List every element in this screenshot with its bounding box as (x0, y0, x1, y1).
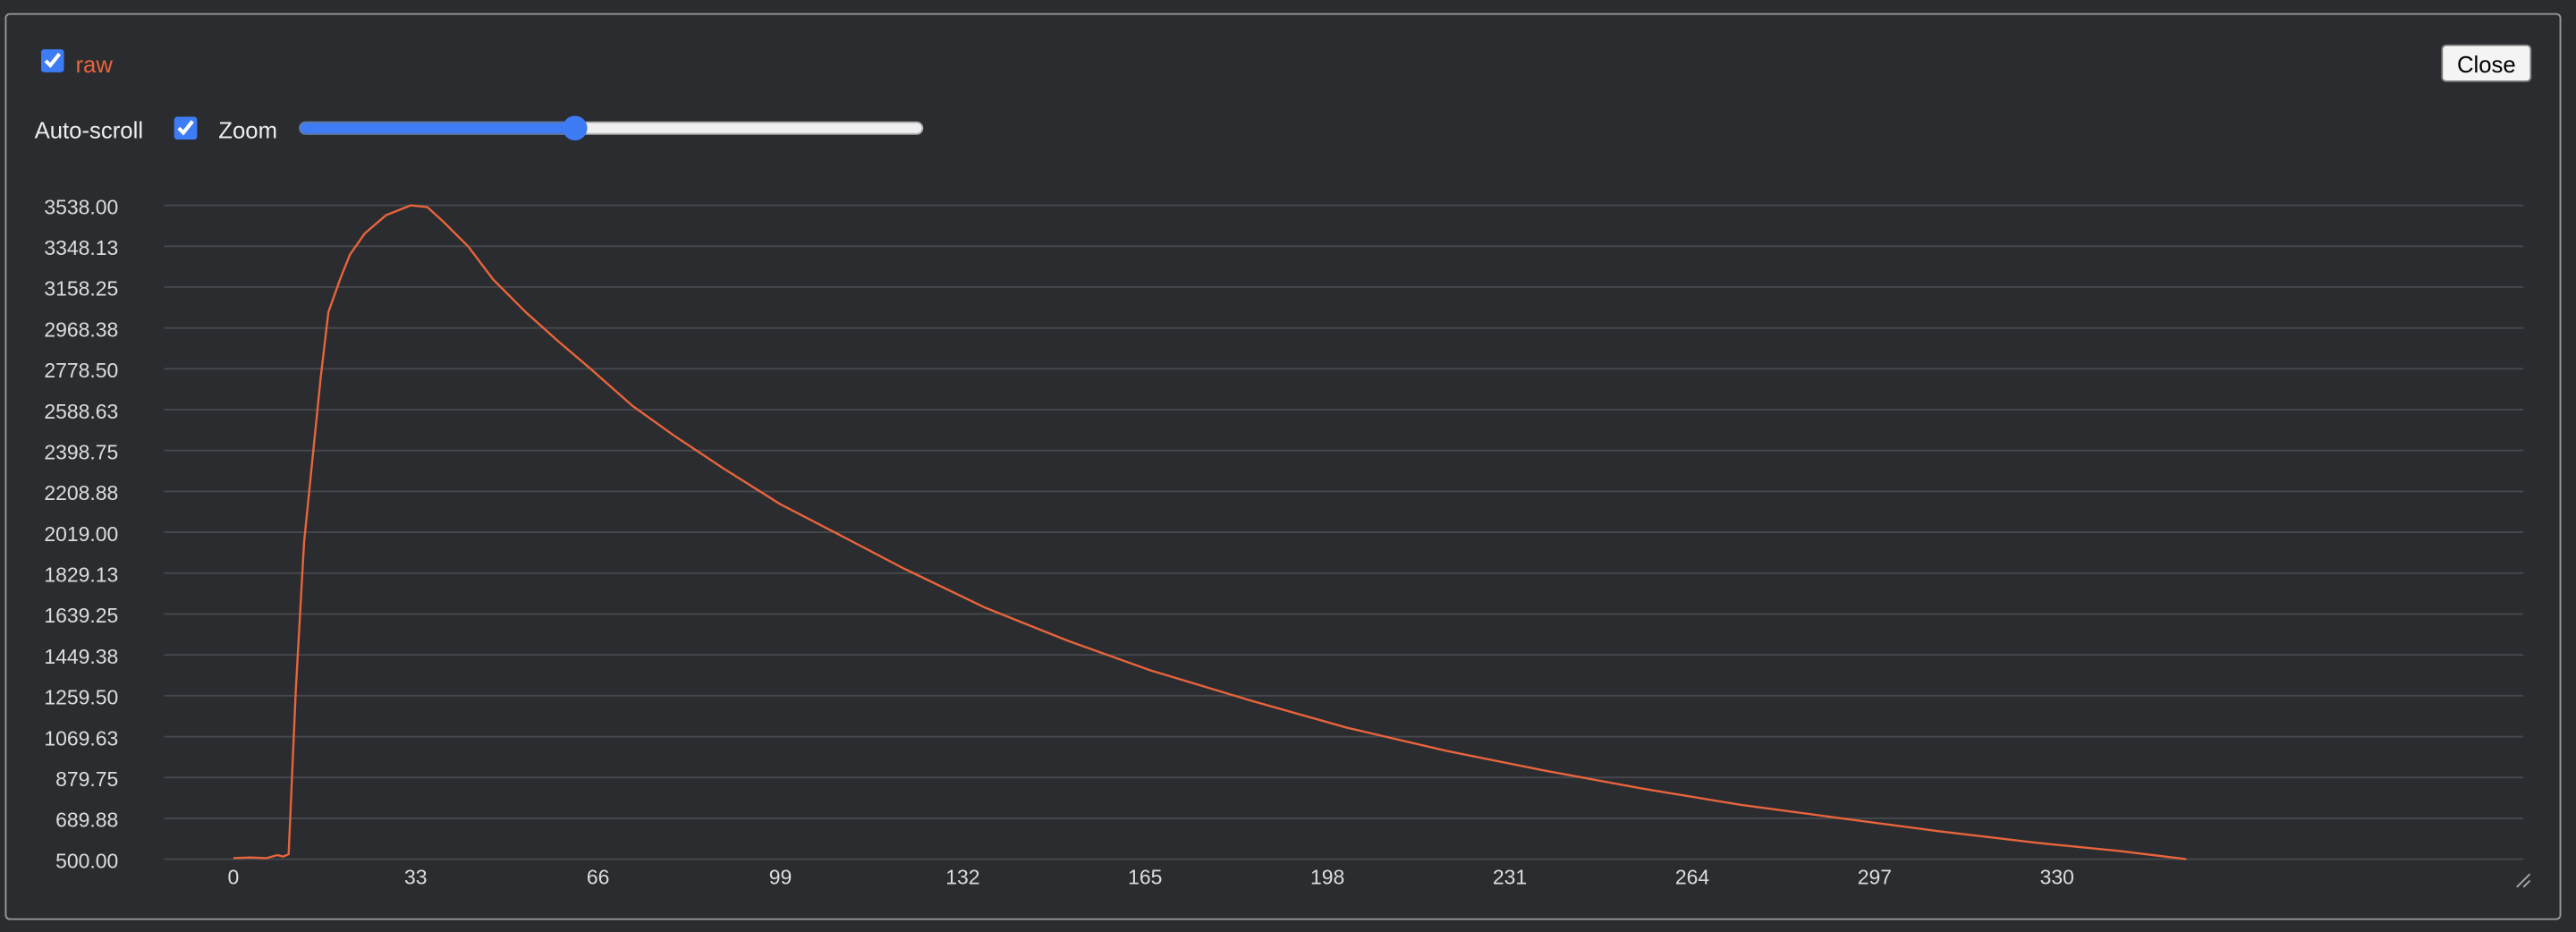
resize-grip (2516, 873, 2531, 888)
y-tick-label: 3158.25 (44, 277, 118, 301)
x-tick-label: 132 (945, 866, 979, 889)
auto-scroll-label: Auto-scroll (34, 116, 144, 143)
close-button[interactable]: Close (2441, 44, 2532, 82)
y-tick-label: 2019.00 (44, 522, 118, 546)
y-tick-label: 689.88 (55, 809, 118, 832)
y-tick-label: 1639.25 (44, 604, 118, 627)
x-tick-label: 264 (1675, 866, 1710, 889)
y-tick-label: 3538.00 (44, 195, 118, 218)
x-tick-label: 198 (1310, 866, 1344, 889)
x-tick-label: 165 (1128, 866, 1162, 889)
x-tick-label: 0 (228, 866, 240, 889)
y-tick-label: 2968.38 (44, 318, 118, 341)
y-tick-label: 2778.50 (44, 359, 118, 382)
y-tick-label: 879.75 (55, 767, 118, 791)
y-tick-label: 2208.88 (44, 481, 118, 504)
y-tick-label: 500.00 (55, 849, 118, 872)
y-tick-label: 3348.13 (44, 236, 118, 259)
auto-scroll-checkbox[interactable] (174, 116, 198, 140)
zoom-label: Zoom (218, 116, 278, 143)
y-tick-label: 1449.38 (44, 645, 118, 668)
x-tick-label: 66 (587, 866, 610, 889)
series-checkbox[interactable] (40, 49, 64, 72)
y-tick-label: 1259.50 (44, 686, 118, 709)
x-tick-label: 330 (2040, 866, 2074, 889)
y-tick-label: 2588.63 (44, 400, 118, 423)
panel (4, 13, 2562, 920)
x-tick-label: 33 (404, 866, 428, 889)
y-tick-label: 1069.63 (44, 726, 118, 750)
zoom-slider[interactable] (297, 114, 926, 141)
x-tick-label: 99 (769, 866, 792, 889)
x-tick-label: 297 (1858, 866, 1892, 889)
x-tick-label: 231 (1493, 866, 1527, 889)
y-tick-label: 2398.75 (44, 440, 118, 463)
series-line (233, 204, 2187, 860)
legend-label[interactable]: raw (75, 50, 113, 78)
y-tick-label: 1829.13 (44, 563, 118, 587)
